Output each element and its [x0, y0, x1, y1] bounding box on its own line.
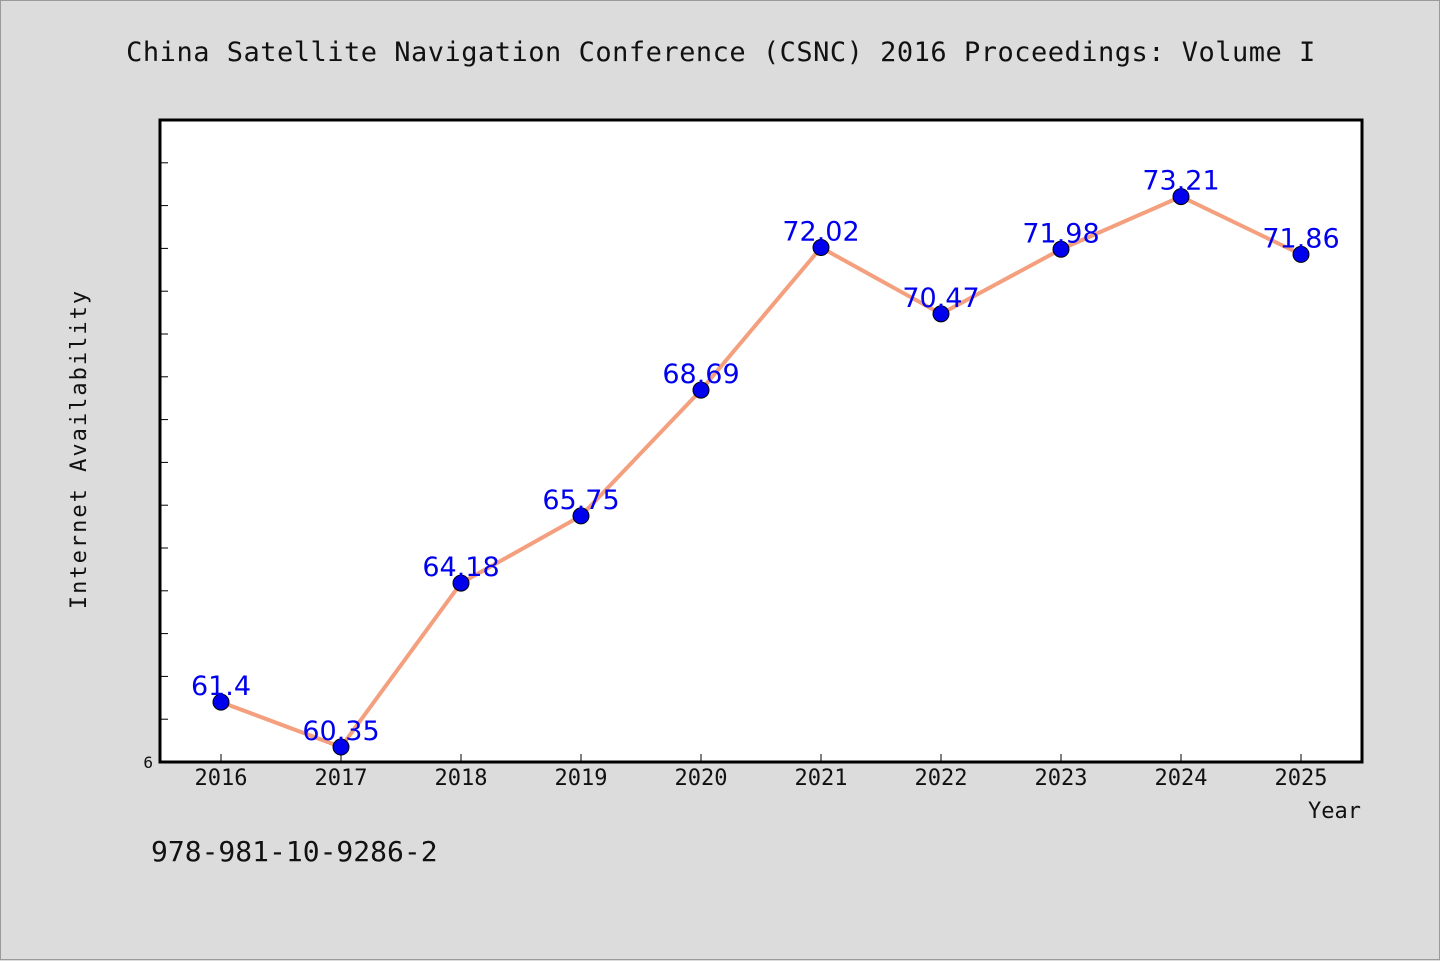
x-axis-label: Year [1308, 799, 1361, 824]
y-tick-label: 6 [143, 753, 153, 772]
data-point [1172, 188, 1190, 206]
x-axis-ticks: 2016 2017 2018 2019 2020 2021 2022 2023 2024 2025 [195, 754, 1328, 791]
data-point [572, 507, 590, 525]
data-label: 65.75 [542, 485, 619, 516]
data-point [332, 738, 350, 756]
data-point [932, 305, 950, 323]
x-tick-label: 2016 [195, 766, 248, 791]
y-axis-ticks: 6 [143, 162, 168, 772]
data-point [212, 693, 230, 711]
x-tick-label: 2025 [1275, 766, 1328, 791]
data-point [1292, 245, 1310, 263]
x-tick-label: 2017 [315, 766, 368, 791]
data-point [452, 574, 470, 592]
data-label: 61.4 [191, 671, 251, 702]
data-point [692, 381, 710, 399]
x-tick-label: 2020 [675, 766, 728, 791]
isbn-footer: 978-981-10-9286-2 [151, 835, 438, 868]
data-point [812, 239, 830, 257]
x-tick-label: 2022 [915, 766, 968, 791]
data-label: 64.18 [422, 552, 499, 583]
x-tick-label: 2023 [1035, 766, 1088, 791]
x-tick-label: 2019 [555, 766, 608, 791]
data-label-layer: 61.4 60.35 64.18 65.75 68.69 72.02 70.47 71.98 7… [191, 166, 1340, 747]
data-label: 72.02 [782, 217, 859, 248]
series-layer [212, 188, 1310, 756]
x-tick-label: 2024 [1155, 766, 1208, 791]
data-point [1052, 240, 1070, 258]
data-label: 68.69 [662, 359, 739, 390]
x-tick-label: 2018 [435, 766, 488, 791]
chart-title: China Satellite Navigation Conference (C… [126, 37, 1316, 68]
data-label: 71.98 [1022, 218, 1099, 249]
y-axis-label: Internet Availability [67, 289, 92, 609]
data-label: 70.47 [902, 283, 979, 314]
data-label: 60.35 [302, 716, 379, 747]
x-tick-label: 2021 [795, 766, 848, 791]
data-label: 71.86 [1262, 223, 1339, 254]
data-label: 73.21 [1142, 166, 1219, 197]
series-line [220, 194, 1302, 750]
plot-area [158, 118, 1364, 764]
